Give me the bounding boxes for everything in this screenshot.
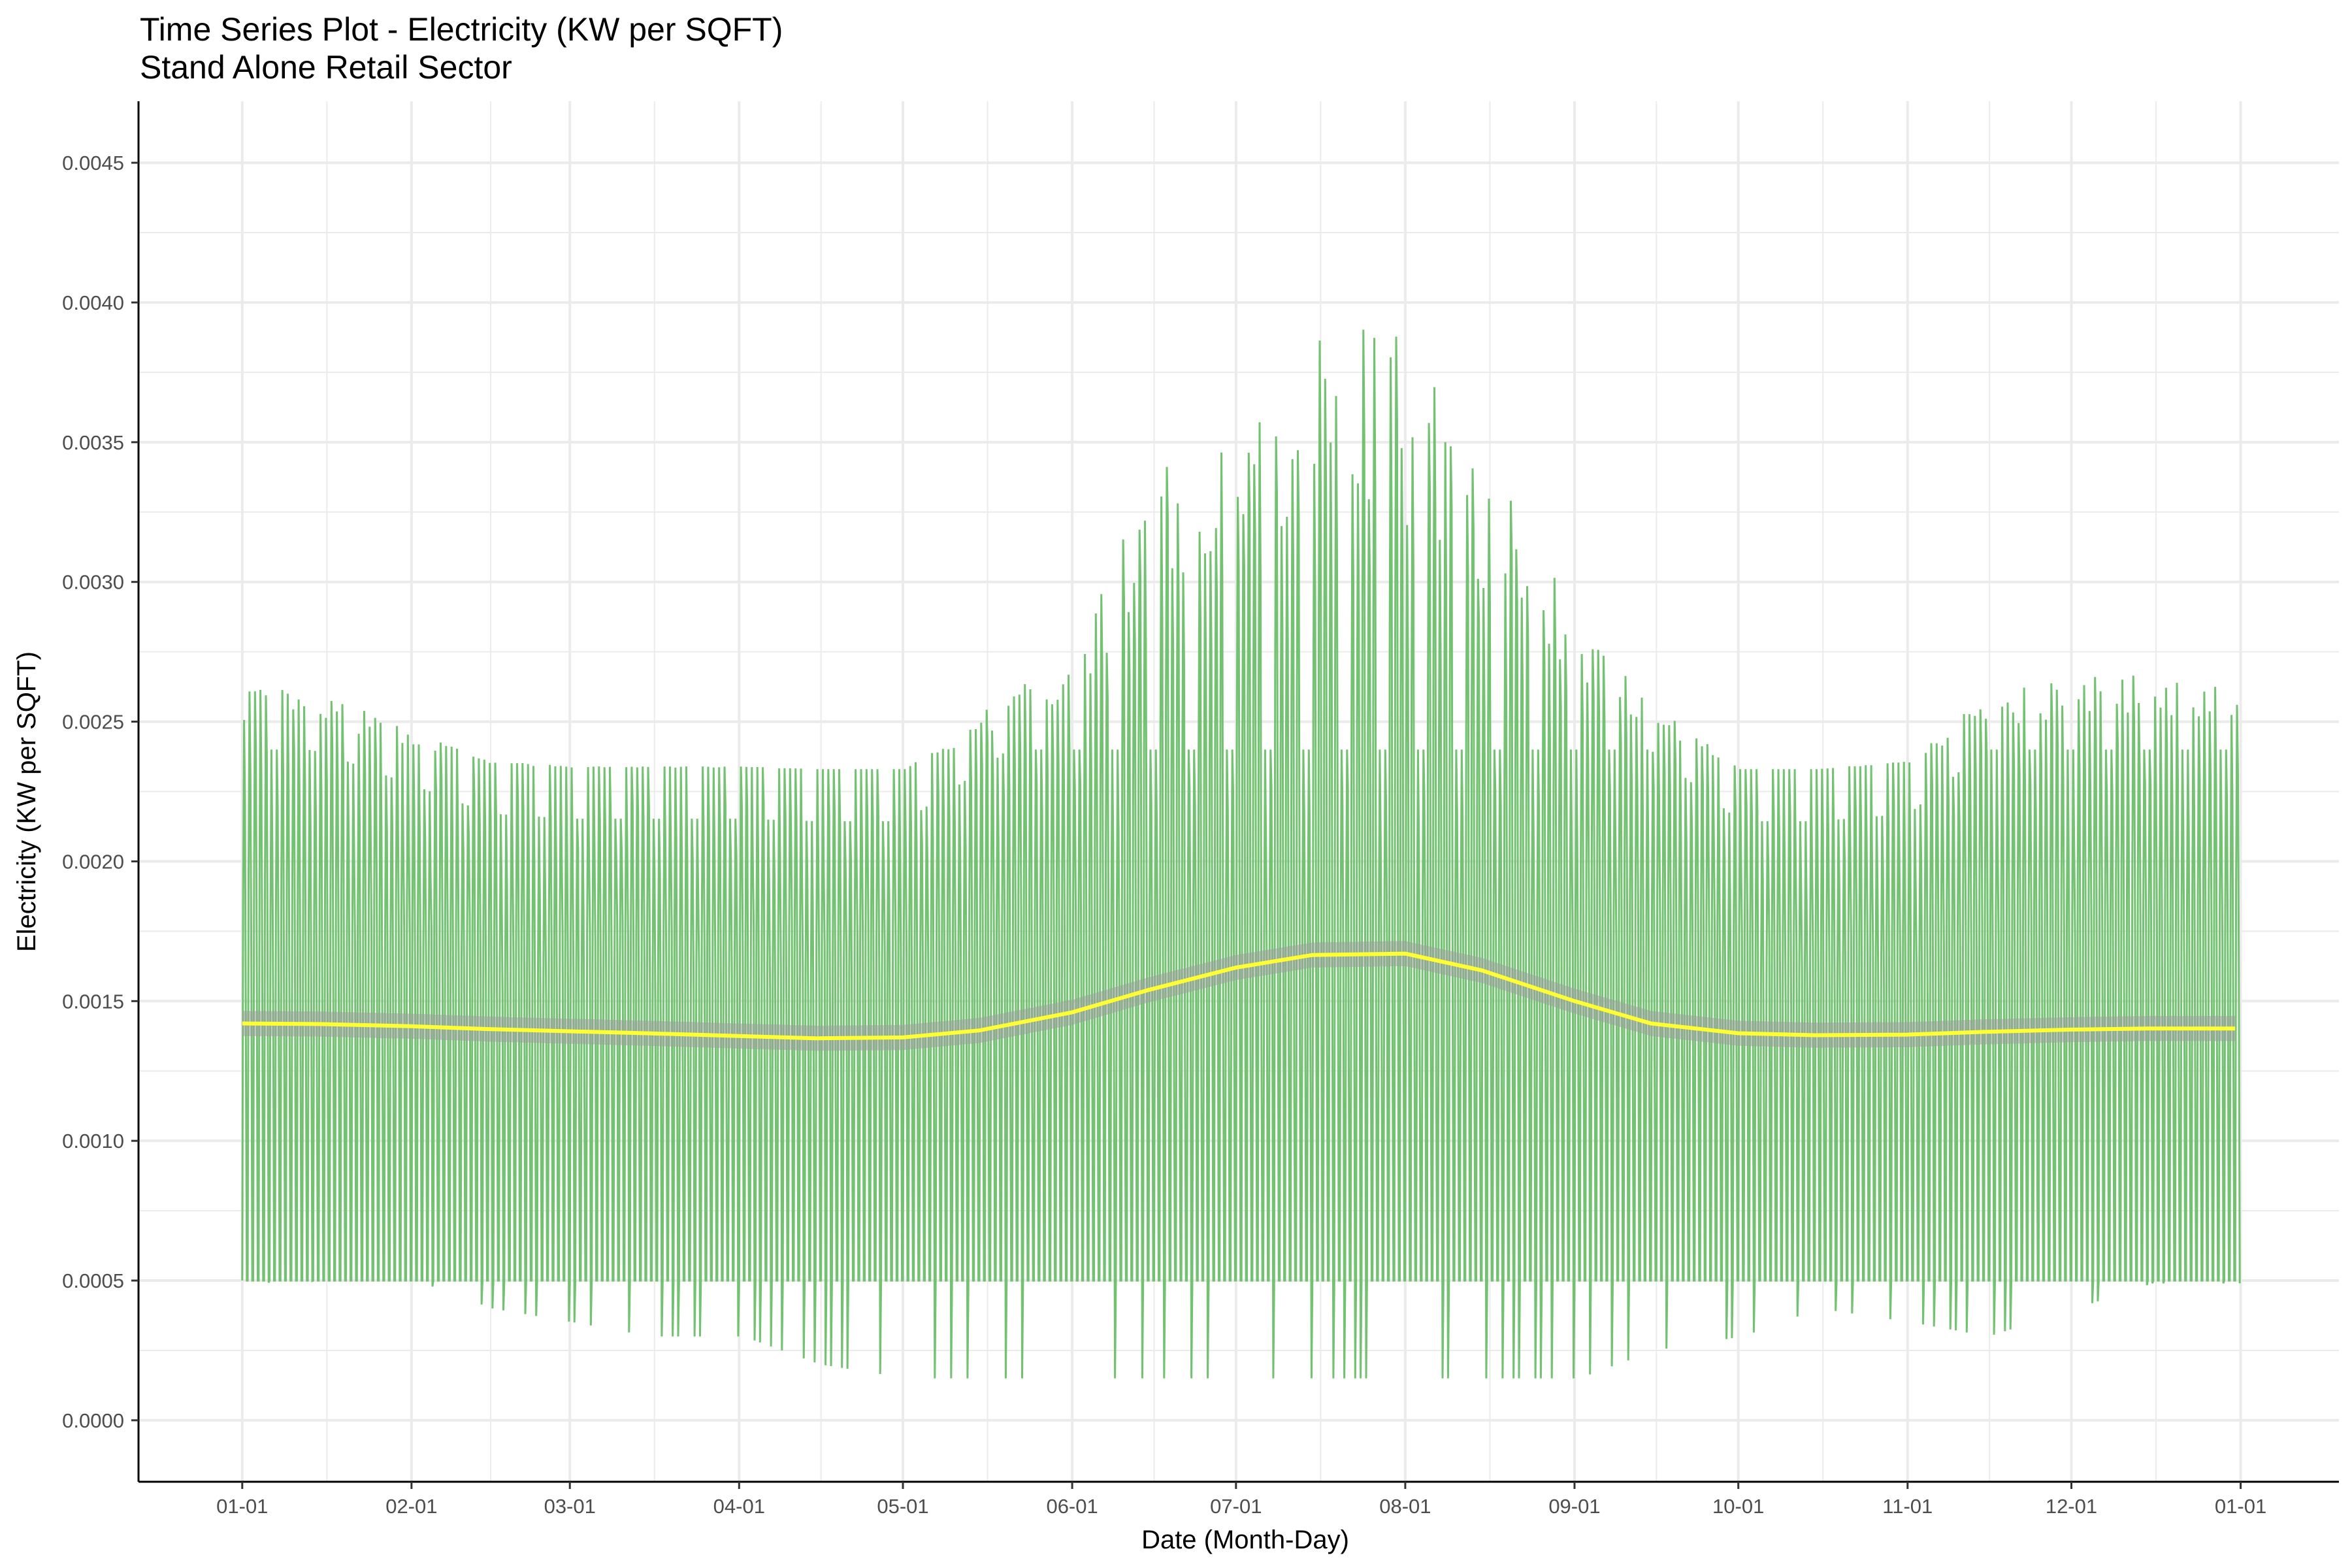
y-tick-label: 0.0035: [62, 431, 124, 454]
y-axis-title: Electricity (KW per SQFT): [12, 651, 41, 952]
tick-labels: 01-01 02-01 03-01 04-01 05-01 06-01 07-01 08-01…: [62, 152, 2266, 1518]
x-tick-label: 12-01: [2046, 1495, 2097, 1518]
chart-subtitle: Stand Alone Retail Sector: [140, 49, 512, 86]
smooth-trend-line: [242, 951, 2236, 1041]
x-tick-label: 11-01: [1882, 1495, 1933, 1518]
y-tick-label: 0.0025: [62, 711, 124, 734]
x-tick-label: 03-01: [544, 1495, 596, 1518]
x-tick-label: 05-01: [877, 1495, 928, 1518]
y-tick-label: 0.0000: [62, 1409, 124, 1432]
raw-series-line: [241, 329, 2241, 1379]
chart-title: Time Series Plot - Electricity (KW per S…: [140, 11, 783, 48]
y-tick-label: 0.0040: [62, 291, 124, 314]
x-tick-label: 01-01: [216, 1495, 268, 1518]
y-tick-label: 0.0015: [62, 990, 124, 1013]
x-axis-title: Date (Month-Day): [1141, 1526, 1349, 1554]
confidence-band: [242, 941, 2236, 1051]
x-tick-label: 08-01: [1379, 1495, 1431, 1518]
axes: [131, 101, 2339, 1489]
x-tick-label: 10-01: [1712, 1495, 1764, 1518]
data-layer: [241, 329, 2241, 1379]
smooth-layer: [242, 941, 2236, 1051]
x-tick-label: 01-01: [2215, 1495, 2266, 1518]
x-tick-label: 06-01: [1046, 1495, 1098, 1518]
y-tick-label: 0.0005: [62, 1269, 124, 1292]
x-tick-label: 09-01: [1548, 1495, 1600, 1518]
y-tick-label: 0.0045: [62, 152, 124, 174]
x-tick-label: 07-01: [1210, 1495, 1262, 1518]
y-tick-label: 0.0020: [62, 850, 124, 873]
y-tick-label: 0.0030: [62, 571, 124, 594]
y-tick-label: 0.0010: [62, 1130, 124, 1152]
x-tick-label: 02-01: [385, 1495, 437, 1518]
x-tick-label: 04-01: [713, 1495, 765, 1518]
